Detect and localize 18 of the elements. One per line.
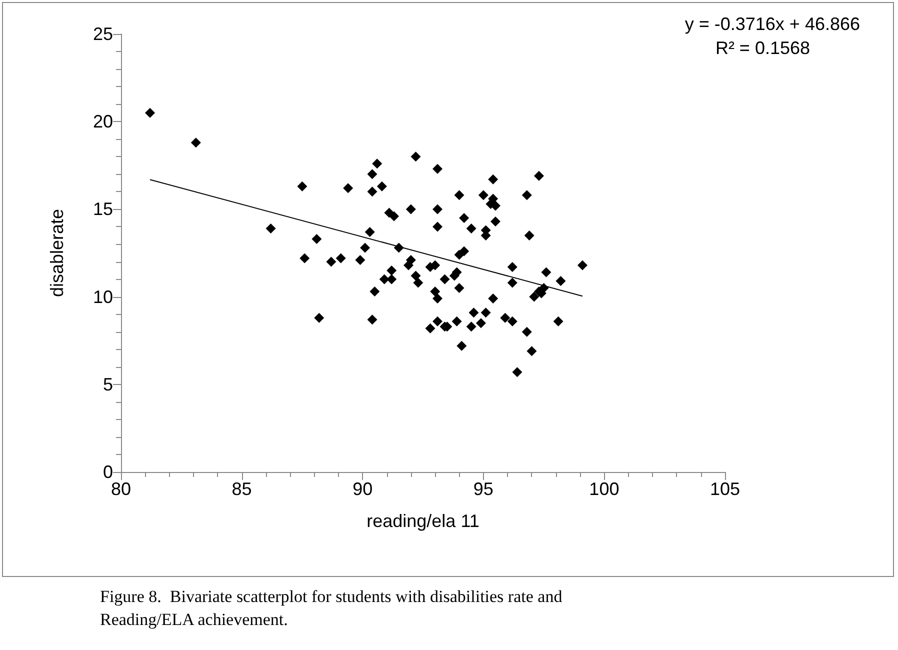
y-tick-label: 25 [92, 24, 113, 44]
x-tick-label: 100 [589, 479, 620, 499]
x-tick-label: 90 [352, 479, 373, 499]
x-tick-label: 80 [110, 479, 132, 499]
text: y = -0.3716x + 46.866 [684, 14, 860, 34]
x-tick-label: 85 [232, 479, 252, 499]
x-tick-label: 105 [710, 479, 740, 499]
y-tick-label: 15 [92, 199, 113, 220]
y-tick-label: 5 [102, 374, 113, 394]
y-axis-title: disablerate [47, 208, 67, 298]
x-tick-label: 95 [473, 479, 494, 499]
annotation: R² = 0.1568 [715, 38, 810, 58]
y-tick-label: 10 [92, 286, 113, 307]
chart-frame: y = -0.3716x + 46.866 R² = 0.1568 disablerate reading/ela 11 0 5 10 15 20 25 80 85 90 95 100 105 [2, 2, 894, 577]
caption: Figure 8. Bivariate scatterplot for students with disabilities rate and Reading/ELA achievement. [100, 586, 564, 631]
y-tick-label: 0 [102, 462, 113, 482]
y-tick-label: 20 [92, 112, 113, 132]
x-axis-title: reading/ela 11 [366, 511, 480, 531]
